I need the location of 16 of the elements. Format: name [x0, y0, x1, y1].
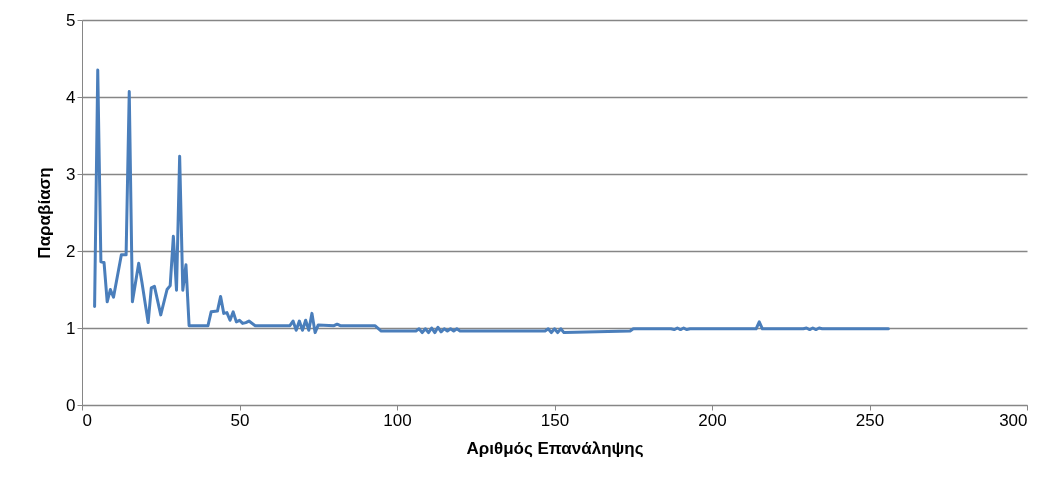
x-axis-title: Αριθμός Επανάληψης	[466, 438, 644, 458]
x-tick-label: 150	[540, 410, 570, 430]
x-tick-label: 250	[855, 410, 885, 430]
x-tick-label: 50	[230, 410, 250, 430]
x-tick-label: 100	[383, 410, 412, 430]
x-tick-label: 0	[82, 410, 92, 430]
y-tick-label: 1	[66, 318, 76, 338]
y-tick-label: 0	[66, 395, 76, 415]
y-tick-label: 5	[66, 10, 76, 30]
x-tick-label: 300	[999, 410, 1028, 430]
y-tick-label: 4	[66, 87, 76, 107]
x-tick-label: 200	[698, 410, 727, 430]
y-tick-label: 2	[66, 241, 76, 261]
y-tick-label: 3	[66, 164, 76, 184]
line-series	[93, 68, 890, 335]
y-axis-title: Παραβίαση	[35, 167, 55, 259]
